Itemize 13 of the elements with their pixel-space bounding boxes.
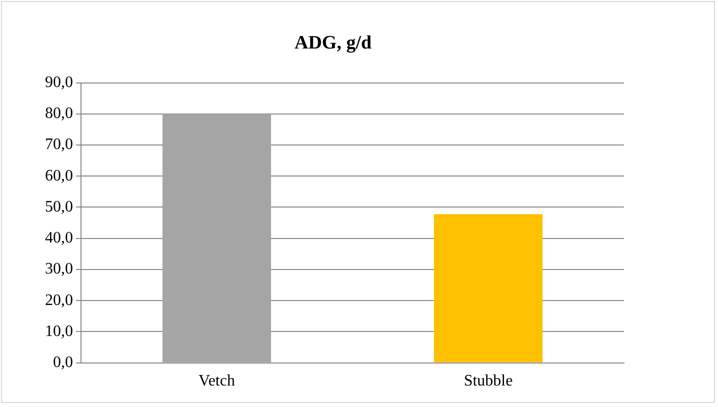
y-tick-label: 80,0 (45, 105, 73, 122)
y-tick-label: 90,0 (45, 74, 73, 92)
y-tick-label: 40,0 (45, 230, 73, 247)
y-tick-label: 60,0 (45, 167, 73, 184)
chart-title: ADG, g/d (294, 32, 372, 54)
y-tick-label: 70,0 (45, 136, 73, 154)
y-tick-label: 20,0 (45, 292, 73, 309)
y-tick-label: 50,0 (45, 198, 73, 216)
y-tick-label: 0,0 (53, 354, 73, 372)
x-tick-label: Vetch (198, 372, 235, 390)
y-tick-label: 10,0 (45, 322, 73, 340)
y-tick-label: 30,0 (45, 260, 73, 278)
x-tick-label: Stubble (464, 372, 513, 390)
